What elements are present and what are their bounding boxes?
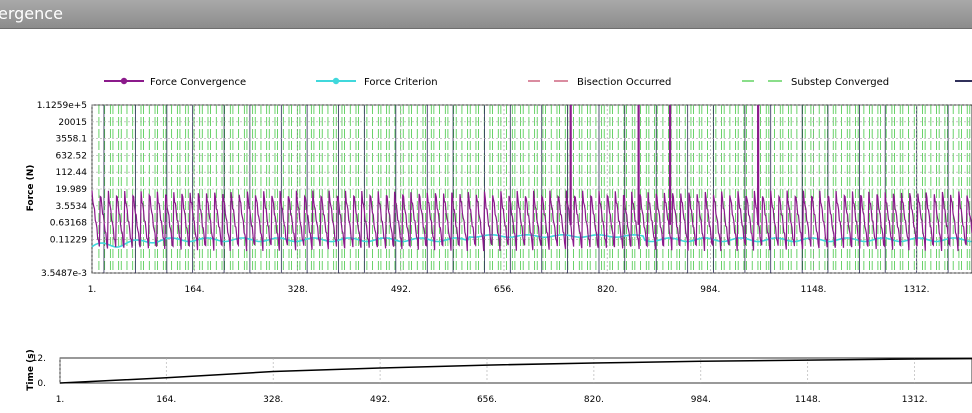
time-x-tick-label: 984. bbox=[691, 395, 711, 405]
time-y-tick-label: 12. bbox=[32, 354, 46, 364]
x-tick-label: 328. bbox=[288, 285, 308, 295]
time-y-tick-label: 0. bbox=[37, 379, 46, 389]
y-tick-label: 632.52 bbox=[56, 151, 88, 161]
y-tick-label: 3.5487e-3 bbox=[41, 269, 87, 279]
y-tick-label: 20015 bbox=[58, 118, 87, 128]
y-tick-label: 19.989 bbox=[56, 185, 88, 195]
window-titlebar: ergence bbox=[0, 0, 972, 29]
time-x-tick-label: 1312. bbox=[902, 395, 928, 405]
time-plot-area bbox=[59, 357, 972, 384]
time-x-tick-label: 328. bbox=[263, 395, 283, 405]
legend-marker-1 bbox=[332, 77, 340, 85]
x-tick-label: 1312. bbox=[904, 285, 930, 295]
x-tick-label: 1148. bbox=[801, 285, 827, 295]
y-tick-label: 0.11229 bbox=[50, 235, 87, 245]
x-tick-label: 492. bbox=[391, 285, 411, 295]
y-tick-label: 3558.1 bbox=[56, 135, 88, 145]
window-title: ergence bbox=[0, 4, 63, 23]
legend-marker-0 bbox=[120, 77, 128, 85]
y-tick-label: 1.1259e+5 bbox=[37, 101, 87, 111]
time-x-tick-label: 1148. bbox=[795, 395, 821, 405]
legend-label-1: Force Criterion bbox=[364, 77, 438, 88]
legend-label-2: Bisection Occurred bbox=[577, 77, 671, 88]
time-line bbox=[59, 357, 972, 384]
x-tick-label: 164. bbox=[185, 285, 205, 295]
time-x-tick-label: 820. bbox=[584, 395, 604, 405]
time-x-tick-label: 492. bbox=[370, 395, 390, 405]
force-convergence-line bbox=[91, 190, 972, 252]
time-x-tick-label: 1. bbox=[56, 395, 65, 405]
y-tick-label: 0.63168 bbox=[50, 219, 87, 229]
y-tick-label: 3.5534 bbox=[56, 202, 88, 212]
x-tick-label: 820. bbox=[597, 285, 617, 295]
y-tick-label: 112.44 bbox=[56, 168, 88, 178]
x-tick-label: 656. bbox=[494, 285, 514, 295]
x-tick-label: 984. bbox=[700, 285, 720, 295]
time-x-tick-label: 164. bbox=[156, 395, 176, 405]
y-axis-title: Force (N) bbox=[26, 165, 36, 212]
legend-label-0: Force Convergence bbox=[150, 77, 246, 88]
time-y-axis-title: Time (s) bbox=[26, 349, 36, 390]
x-tick-label: 1. bbox=[88, 285, 97, 295]
time-x-tick-label: 656. bbox=[477, 395, 497, 405]
legend-label-3: Substep Converged bbox=[791, 77, 889, 88]
